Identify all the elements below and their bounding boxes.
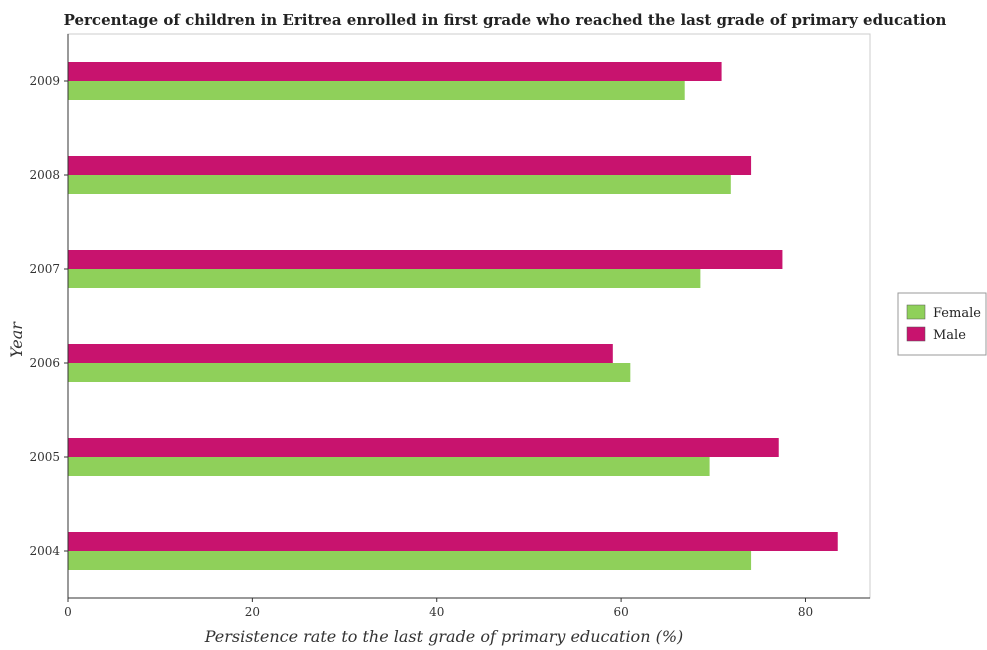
y-tick-label-2005: 2005	[29, 450, 60, 464]
bar-male-2007	[68, 250, 783, 269]
bar-female-2005	[68, 457, 710, 476]
y-tick-label-2004: 2004	[29, 544, 60, 558]
bar-female-2007	[68, 269, 701, 288]
bar-female-2009	[68, 81, 685, 100]
y-tick-label-2008: 2008	[29, 168, 60, 182]
bar-female-2008	[68, 175, 731, 194]
y-axis-title: Year	[7, 321, 26, 358]
x-tick-label-80: 80	[798, 605, 813, 619]
y-tick-label-2007: 2007	[29, 262, 60, 276]
bar-female-2004	[68, 551, 752, 570]
bar-female-2006	[68, 363, 631, 382]
x-tick-label-40: 40	[429, 605, 444, 619]
chart-title: Percentage of children in Eritrea enroll…	[64, 11, 947, 29]
x-tick-label-60: 60	[613, 605, 628, 619]
bar-male-2009	[68, 62, 722, 81]
y-tick-label-2006: 2006	[29, 356, 60, 370]
x-tick-label-0: 0	[64, 605, 72, 619]
legend-box	[897, 292, 987, 356]
legend-swatch-male	[906, 326, 926, 342]
bar-male-2006	[68, 344, 613, 363]
bar-male-2008	[68, 156, 752, 175]
legend: Female Male	[897, 292, 987, 356]
legend-swatch-female	[906, 304, 926, 320]
plot-frame	[67, 33, 871, 599]
x-tick-label-20: 20	[245, 605, 260, 619]
legend-label-female: Female	[933, 306, 981, 321]
legend-label-male: Male	[933, 328, 966, 343]
plot-area: 2004 2005 2006 2007 2008 2009 0 20 40 60 80	[29, 33, 871, 619]
bar-male-2004	[68, 532, 838, 551]
y-tick-label-2009: 2009	[29, 74, 60, 88]
x-axis-title: Persistence rate to the last grade of pr…	[204, 627, 684, 646]
bar-male-2005	[68, 438, 779, 457]
